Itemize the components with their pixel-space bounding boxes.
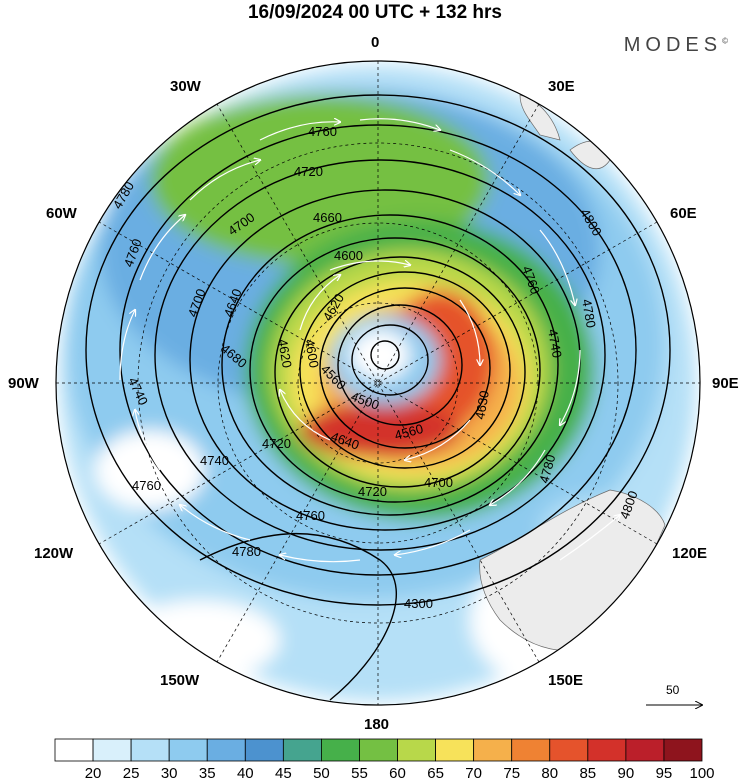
lon-label-150e: 150E xyxy=(548,672,584,689)
colorbar-tick-label: 25 xyxy=(122,765,140,782)
colorbar xyxy=(54,738,703,762)
colorbar-swatch xyxy=(435,738,475,762)
colorbar-swatch xyxy=(282,738,322,762)
colorbar-swatch xyxy=(54,738,94,762)
colorbar-swatch xyxy=(130,738,170,762)
contour-label: 4620 xyxy=(275,338,295,369)
colorbar-swatch xyxy=(92,738,132,762)
colorbar-swatch xyxy=(244,738,284,762)
colorbar-tick-label: 55 xyxy=(351,765,368,782)
lon-label-0: 0 xyxy=(371,34,380,51)
colorbar-tick-label: 90 xyxy=(617,765,635,782)
colorbar-tick-label: 45 xyxy=(275,765,292,782)
contour-label: 4740 xyxy=(545,328,565,359)
brand-logo: MODES© xyxy=(623,34,728,56)
contour-label: 4780 xyxy=(579,298,599,329)
height-contours xyxy=(85,94,671,701)
colorbar-tick-label: 70 xyxy=(465,765,482,782)
colorbar-swatch xyxy=(473,738,513,762)
lon-label-180: 180 xyxy=(364,716,390,733)
colorbar-tick-label: 60 xyxy=(389,765,406,782)
lon-label-30w: 30W xyxy=(170,78,201,95)
lon-label-30e: 30E xyxy=(548,78,575,95)
graticule xyxy=(56,61,700,705)
colorbar-swatch xyxy=(511,738,551,762)
colorbar-tick-label: 20 xyxy=(84,765,102,782)
lon-label-150w: 150W xyxy=(160,672,200,689)
contour-label: 4630 xyxy=(472,389,492,420)
colorbar-tick-label: 50 xyxy=(313,765,330,782)
vector-scale-label: 50 xyxy=(666,683,680,697)
contour-label: 4760 xyxy=(296,508,325,523)
contour-label: 4780 xyxy=(536,453,558,485)
contour-label: 4720 xyxy=(358,484,387,499)
contour-label: 4740 xyxy=(200,453,229,468)
colorbar-swatch xyxy=(587,738,627,762)
colorbar-swatch xyxy=(549,738,589,762)
colorbar-swatch xyxy=(321,738,360,762)
contour-label: 4700 xyxy=(424,475,453,490)
lon-label-60w: 60W xyxy=(46,205,77,222)
colorbar-tick-label: 65 xyxy=(427,765,444,782)
contour-label: 4760 xyxy=(308,124,337,139)
colorbar-tick-label: 35 xyxy=(198,765,216,782)
contour-label: 4780 xyxy=(232,544,261,559)
lon-label-90w: 90W xyxy=(8,375,39,392)
contour-label: 4300 xyxy=(404,596,433,611)
colorbar-tick-label: 75 xyxy=(503,765,521,782)
colorbar-tick-label: 30 xyxy=(160,765,178,782)
colorbar-tick-label: 40 xyxy=(236,765,254,782)
colorbar-swatch xyxy=(359,738,398,762)
wind-vectors xyxy=(119,119,620,563)
map-boundary xyxy=(55,60,701,706)
colorbar-swatch xyxy=(625,738,665,762)
contour-label: 4600 xyxy=(302,338,322,369)
lon-label-90e: 90E xyxy=(712,375,739,392)
map-title: 16/09/2024 00 UTC + 132 hrs xyxy=(247,2,503,23)
contour-label: 4720 xyxy=(262,436,291,451)
colorbar-tick-label: 100 xyxy=(689,765,715,782)
colorbar-swatch xyxy=(206,738,246,762)
contour-label: 4660 xyxy=(313,210,342,225)
colorbar-tick-label: 95 xyxy=(655,765,673,782)
lon-label-120w: 120W xyxy=(34,545,74,562)
colorbar-swatch xyxy=(663,738,703,762)
contour-label: 4560 xyxy=(393,421,425,443)
contour-label: 4720 xyxy=(294,164,323,179)
lon-label-120e: 120E xyxy=(672,545,708,562)
wind-speed-field xyxy=(56,61,700,705)
colorbar-tick-label: 80 xyxy=(541,765,559,782)
contour-label: 4760 xyxy=(132,478,161,493)
contour-value-labels: 4760 4720 4700 4660 4600 4640 4620 4700 … xyxy=(110,124,641,611)
contour-label: 4600 xyxy=(334,248,363,263)
lon-label-60e: 60E xyxy=(670,205,697,222)
colorbar-swatch xyxy=(397,738,436,762)
colorbar-tick-label: 85 xyxy=(579,765,597,782)
colorbar-swatch xyxy=(168,738,208,762)
